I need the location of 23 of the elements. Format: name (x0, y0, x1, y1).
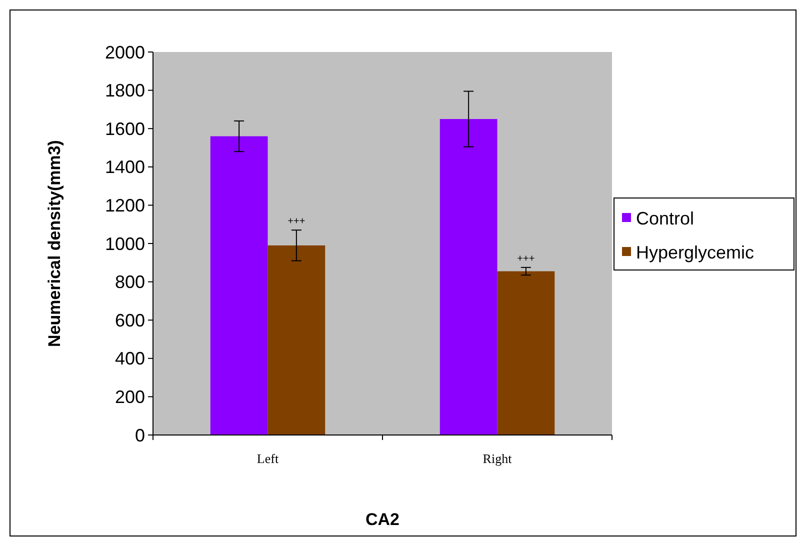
x-tick-label: Left (256, 451, 279, 466)
bar (440, 119, 498, 435)
y-tick-label: 1800 (104, 80, 145, 101)
x-axis-title: CA2 (365, 510, 400, 529)
bar (210, 136, 268, 435)
y-tick-label: 200 (114, 387, 145, 407)
legend-label: Hyperglycemic (636, 242, 754, 262)
y-tick-label: 800 (114, 272, 145, 292)
y-tick-label: 1600 (104, 118, 145, 139)
y-tick-label: 1000 (104, 234, 145, 254)
legend-label: Control (636, 208, 694, 228)
annotation: +++ (517, 253, 535, 264)
y-tick-label: 600 (114, 310, 145, 330)
y-tick-label: 0 (134, 425, 145, 446)
annotation: +++ (288, 216, 306, 228)
bar (268, 245, 326, 435)
bar (497, 271, 555, 435)
y-axis-title: Neumerical density(mm3) (45, 140, 64, 347)
y-tick-label: 400 (114, 348, 145, 369)
y-tick-label: 1200 (104, 196, 145, 216)
y-tick-label: 2000 (104, 42, 145, 62)
x-tick-label: Right (482, 451, 512, 466)
y-tick-label: 1400 (104, 157, 145, 178)
